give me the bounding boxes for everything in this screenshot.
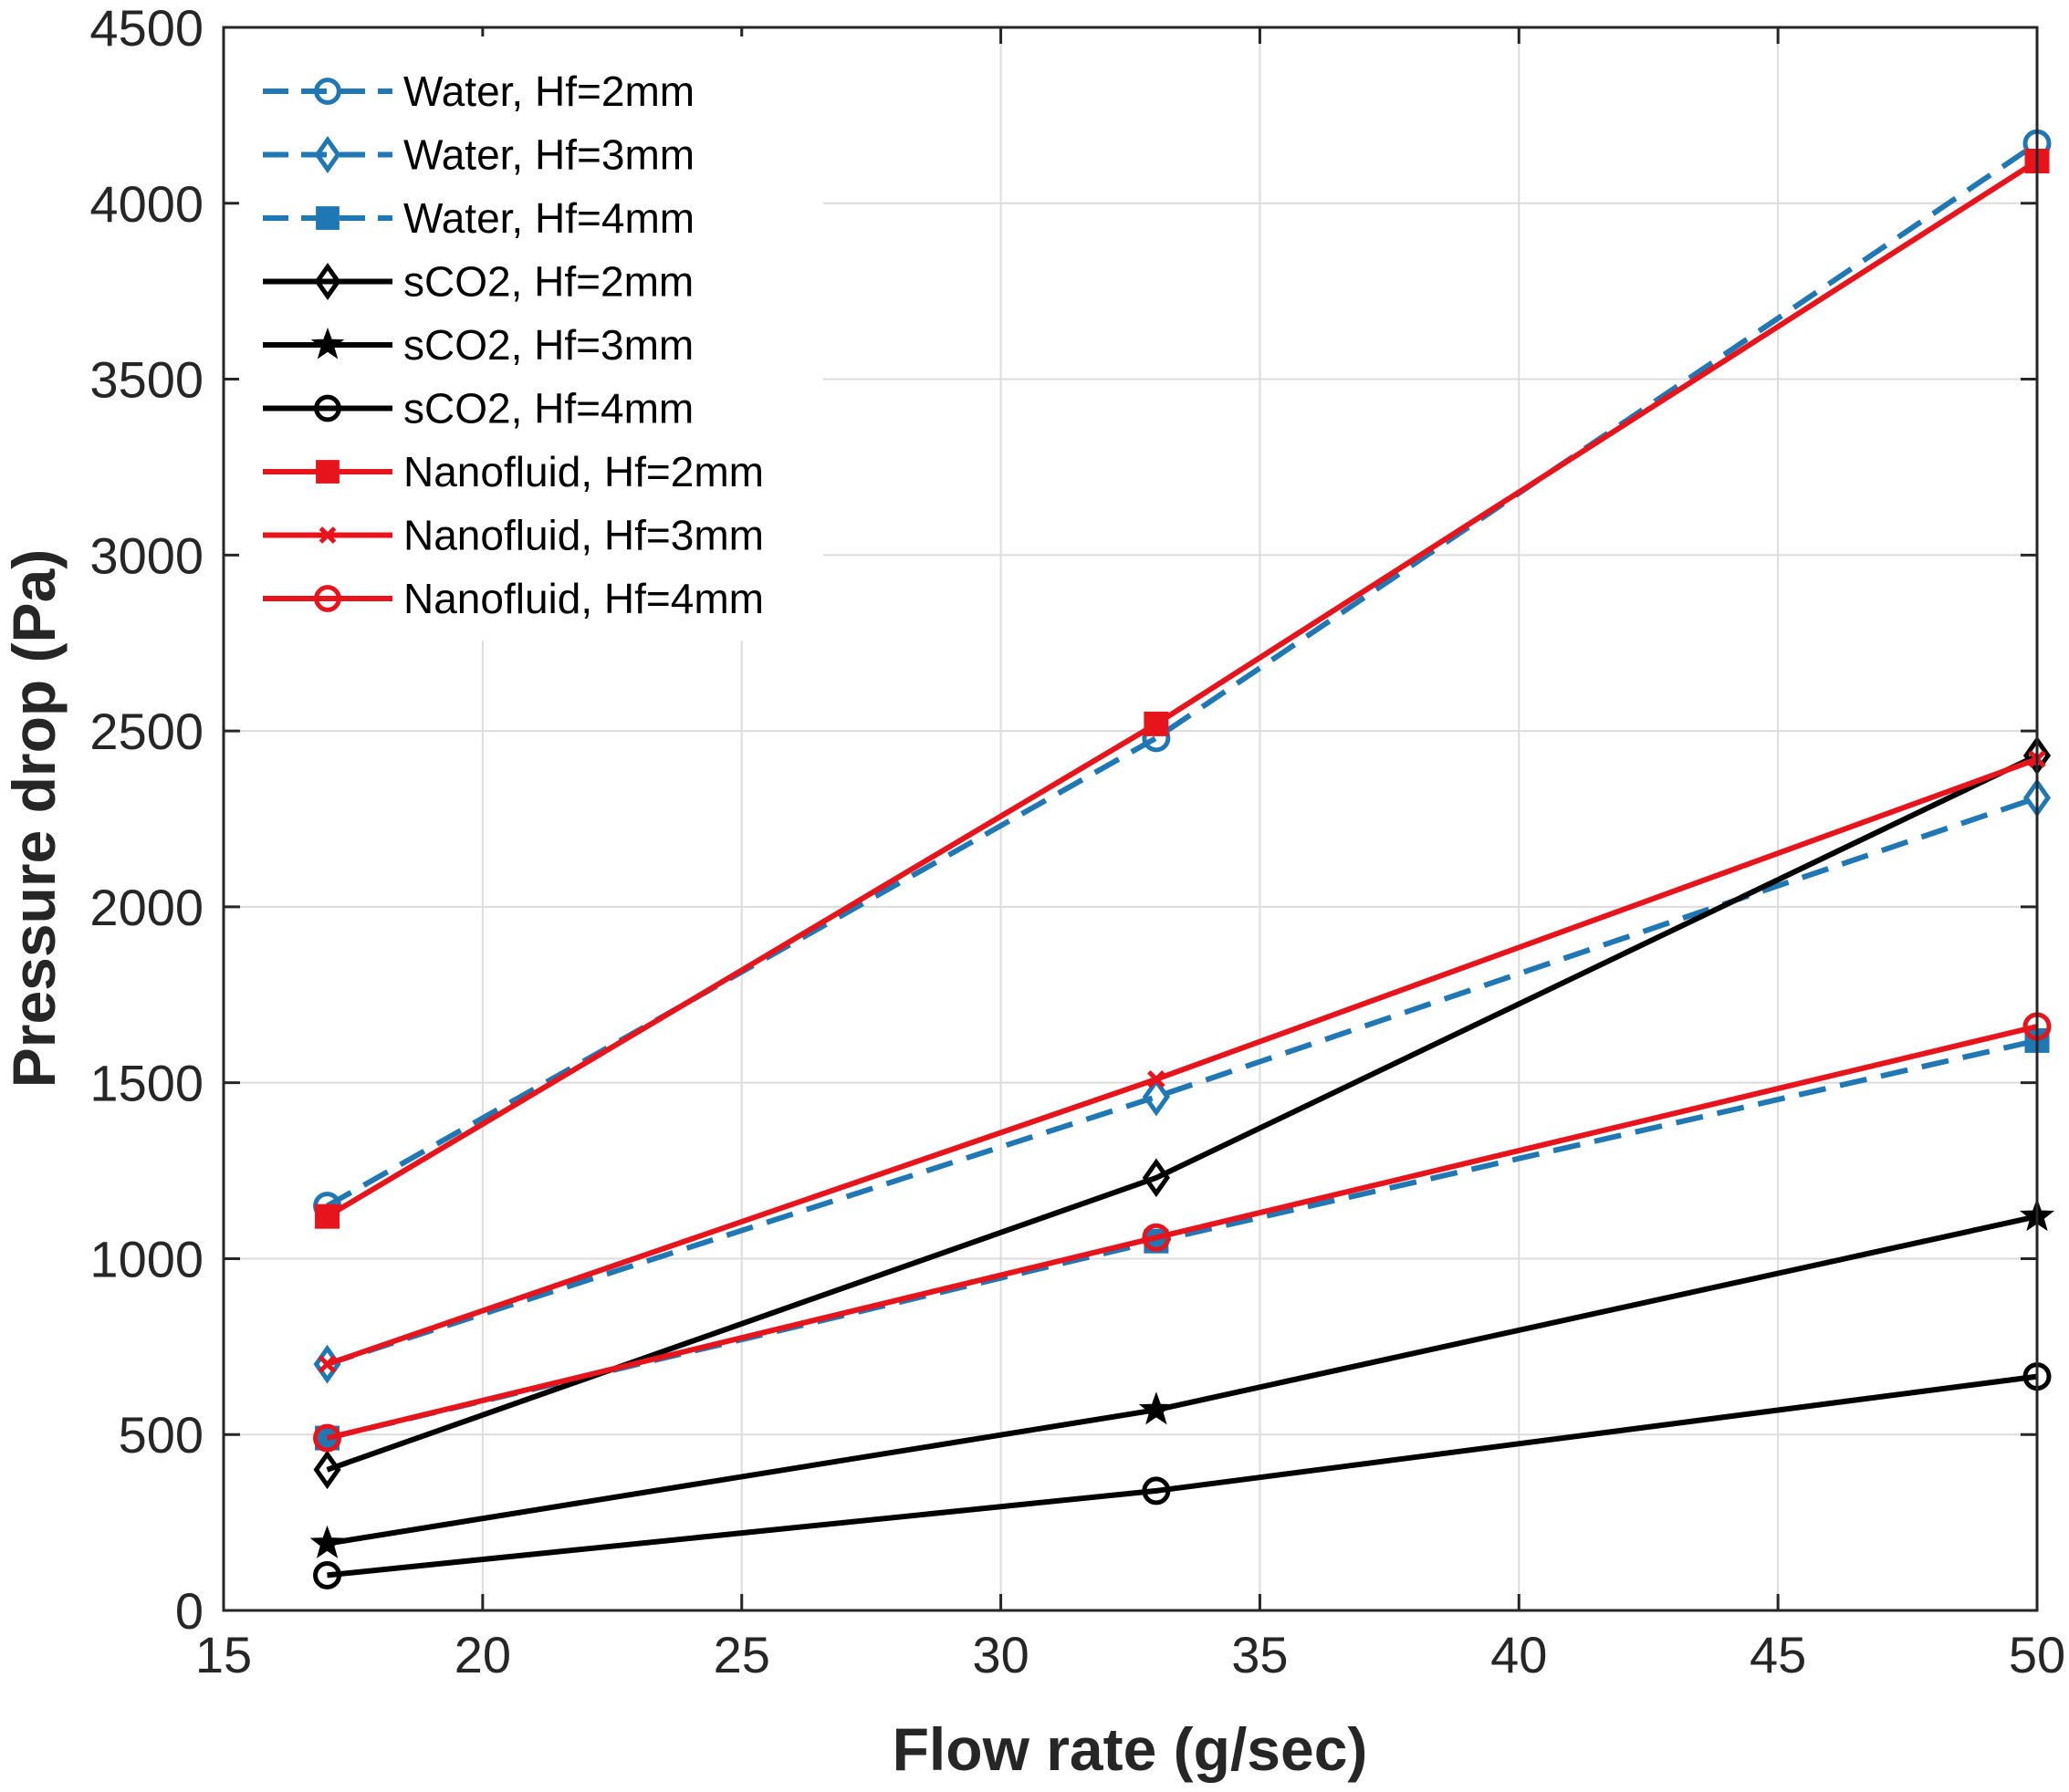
legend-item: sCO2, Hf=3mm: [263, 321, 694, 369]
y-tick-label: 0: [175, 1582, 204, 1640]
legend-item: Water, Hf=2mm: [263, 68, 695, 115]
y-tick-label: 500: [119, 1406, 204, 1464]
legend-marker: [314, 263, 341, 300]
legend-label: Water, Hf=3mm: [403, 131, 695, 179]
legend-marker: [314, 78, 341, 105]
legend-marker: [314, 136, 341, 173]
data-point-marker: [1144, 711, 1169, 736]
legend-box: [239, 36, 823, 641]
data-point-marker: [1142, 1476, 1171, 1505]
legend-item: Nanofluid, Hf=4mm: [263, 575, 764, 622]
legend-label: Water, Hf=2mm: [403, 68, 695, 115]
y-tick-label: 1500: [89, 1055, 204, 1112]
series-nanofluid-hf-4mm: [313, 1012, 2052, 1453]
data-point-marker: [1147, 1070, 1165, 1089]
axes-box: [222, 26, 2039, 1612]
data-point-marker: [1138, 1391, 1174, 1425]
y-tick-label: 4000: [89, 175, 204, 233]
x-tick-label: 45: [1750, 1626, 1806, 1683]
series-layer: [309, 129, 2054, 1589]
y-tick-label: 3500: [89, 351, 204, 409]
x-tick-label: 50: [2009, 1626, 2065, 1683]
legend-label: sCO2, Hf=4mm: [403, 385, 694, 432]
x-tick-label: 35: [1231, 1626, 1288, 1683]
legend-marker: [314, 394, 341, 422]
ticks: 15 20 25 30 35 40 45 50050010001500200025003000…: [89, 0, 2065, 1683]
legend-label: Nanofluid, Hf=2mm: [403, 448, 764, 495]
data-point-marker: [313, 1450, 341, 1490]
legend-marker: [316, 206, 340, 230]
legend: Water, Hf=2mm Water, Hf=3mm Water, Hf=4mm s…: [239, 36, 823, 641]
x-tick-label: 25: [714, 1626, 770, 1683]
legend-marker: [310, 327, 345, 359]
legend-marker: [314, 585, 341, 612]
legend-label: Nanofluid, Hf=4mm: [403, 575, 764, 622]
series-line: [326, 1024, 2038, 1442]
y-tick-label: 1000: [89, 1230, 204, 1287]
x-tick-label: 30: [972, 1626, 1029, 1683]
data-point-marker: [1142, 1158, 1170, 1198]
legend-label: Nanofluid, Hf=3mm: [403, 512, 764, 559]
y-tick-label: 4500: [89, 0, 204, 57]
data-point-marker: [1142, 1077, 1170, 1117]
x-tick-label: 20: [455, 1626, 511, 1683]
legend-item: Water, Hf=3mm: [263, 131, 695, 179]
x-axis-title: Flow rate (g/sec): [893, 1715, 1368, 1783]
legend-item: Nanofluid, Hf=3mm: [263, 512, 764, 559]
data-point-marker: [313, 1423, 342, 1453]
y-axis-title: Pressure drop (Pa): [0, 549, 68, 1089]
y-tick-label: 2000: [89, 879, 204, 936]
legend-label: Water, Hf=4mm: [403, 194, 695, 242]
legend-item: Water, Hf=4mm: [263, 194, 695, 242]
data-point-marker: [313, 1560, 342, 1589]
legend-marker: [316, 460, 340, 484]
series-line: [327, 1373, 2038, 1578]
legend-item: Nanofluid, Hf=2mm: [263, 448, 764, 495]
y-tick-label: 3000: [89, 526, 204, 584]
legend-label: sCO2, Hf=3mm: [403, 321, 694, 369]
data-point-marker: [309, 1525, 345, 1558]
data-point-marker: [318, 1355, 337, 1373]
x-tick-label: 40: [1490, 1626, 1547, 1683]
legend-item: sCO2, Hf=2mm: [263, 258, 694, 306]
legend-marker: [319, 526, 337, 544]
data-point-marker: [315, 1203, 340, 1229]
legend-label: sCO2, Hf=2mm: [403, 258, 694, 306]
y-tick-label: 2500: [89, 703, 204, 760]
x-tick-label: 15: [195, 1626, 252, 1683]
data-point-marker: [1142, 1223, 1171, 1252]
legend-item: sCO2, Hf=4mm: [263, 385, 694, 432]
